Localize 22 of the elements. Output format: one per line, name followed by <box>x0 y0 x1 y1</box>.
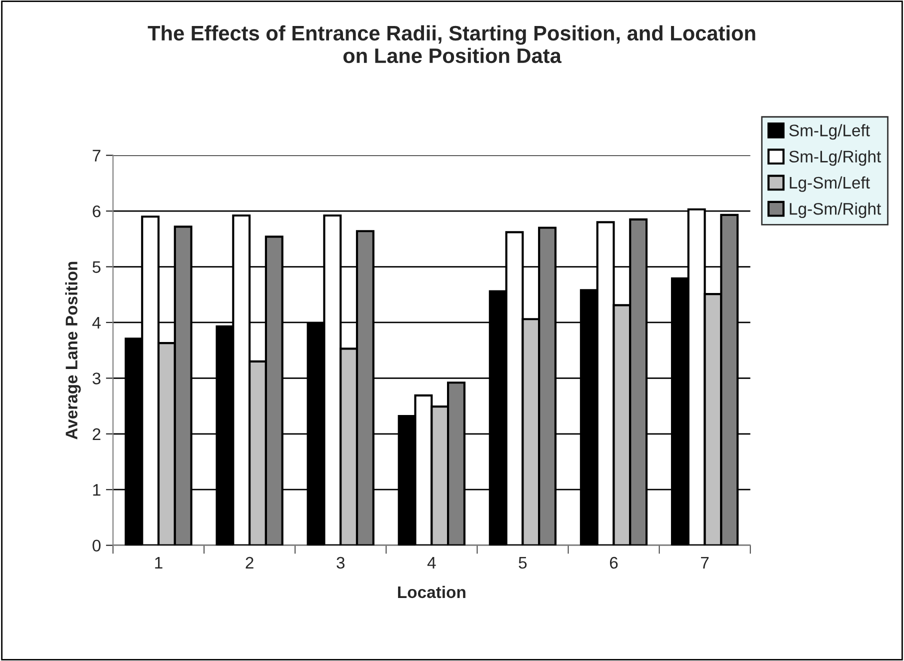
x-tick-label: 3 <box>336 556 345 569</box>
y-tick-label: 7 <box>92 150 100 162</box>
x-axis-title: Location <box>398 586 466 598</box>
y-tick-label: 2 <box>92 428 100 440</box>
x-tick-label: 5 <box>518 557 527 569</box>
legend-label: Sm-Lg/Left <box>789 124 870 140</box>
y-tick-label: 4 <box>92 317 101 329</box>
legend-label: Lg-Sm/Left <box>790 176 870 192</box>
y-tick-label: 5 <box>92 261 100 273</box>
x-tick-label: 7 <box>701 557 709 569</box>
chart-title: The Effects of Entrance Radii, Starting Position, and Location on Lane Position Data <box>148 25 756 64</box>
x-tick-label: 4 <box>427 557 436 569</box>
y-tick-label: 1 <box>93 484 100 496</box>
y-tick-label: 6 <box>92 205 100 218</box>
x-tick-label: 1 <box>155 557 162 569</box>
legend-label: Sm-Lg/Right <box>789 150 882 166</box>
y-axis-title: Average Lane Position <box>65 262 81 440</box>
x-tick-label: 2 <box>246 556 254 569</box>
y-tick-label: 3 <box>92 372 100 384</box>
legend-label: Lg-Sm/Right <box>790 202 882 218</box>
y-tick-label: 0 <box>92 540 101 552</box>
x-tick-label: 6 <box>610 556 618 569</box>
